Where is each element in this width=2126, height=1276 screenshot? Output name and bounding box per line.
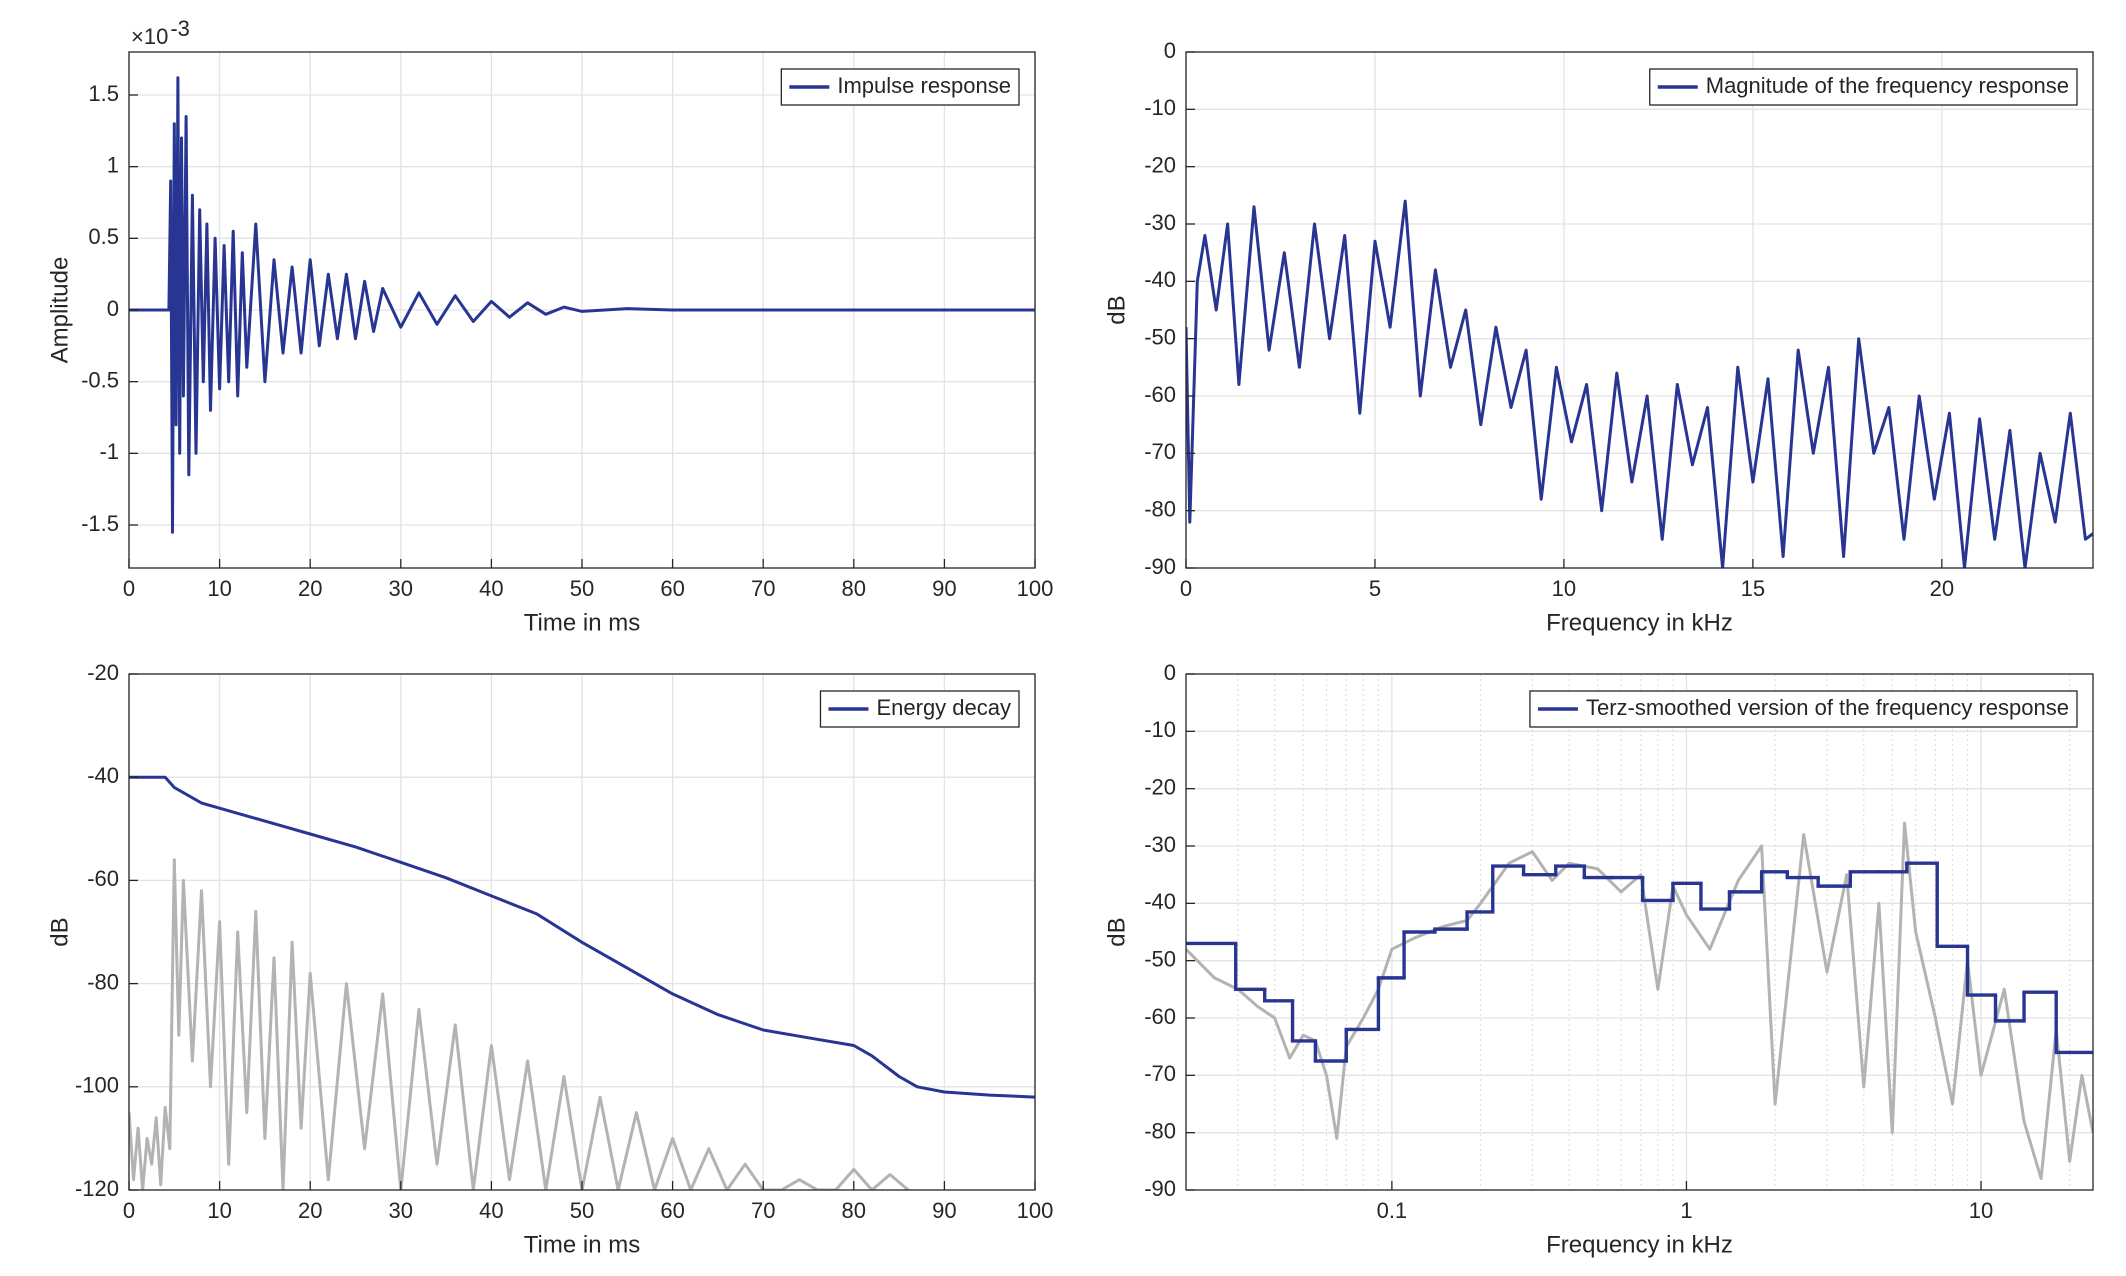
y-tick-label: -20 xyxy=(1144,152,1176,177)
x-tick-label: 10 xyxy=(1969,1198,1993,1223)
y-tick-label: -80 xyxy=(1144,1118,1176,1143)
y-tick-label: -40 xyxy=(1144,889,1176,914)
x-tick-label: 60 xyxy=(660,576,684,601)
x-tick-label: 20 xyxy=(298,576,322,601)
x-tick-label: 100 xyxy=(1017,576,1054,601)
y-tick-label: 0 xyxy=(1164,38,1176,63)
legend-label: Terz-smoothed version of the frequency r… xyxy=(1586,695,2069,720)
axes-frame xyxy=(1185,51,2094,569)
y-tick-label: -0.5 xyxy=(81,367,119,392)
y-tick-label: -70 xyxy=(1144,1061,1176,1086)
y-tick-label: -20 xyxy=(1144,774,1176,799)
y-tick-label: -70 xyxy=(1144,439,1176,464)
y-tick-label: -90 xyxy=(1144,1176,1176,1201)
x-axis-label: Frequency in kHz xyxy=(1546,609,1733,636)
x-axis-label: Time in ms xyxy=(524,1231,640,1258)
x-tick-label: 30 xyxy=(389,1198,413,1223)
legend-label: Magnitude of the frequency response xyxy=(1706,73,2069,98)
x-tick-label: 40 xyxy=(479,1198,503,1223)
x-tick-label: 30 xyxy=(389,576,413,601)
series-line xyxy=(1186,199,2093,568)
y-tick-label: -60 xyxy=(1144,1004,1176,1029)
legend: Magnitude of the frequency response xyxy=(1649,68,2078,106)
legend: Impulse response xyxy=(780,68,1020,106)
y-tick-label: -10 xyxy=(1144,95,1176,120)
x-tick-label: 15 xyxy=(1741,576,1765,601)
y-tick-label: -80 xyxy=(87,969,119,994)
series-line xyxy=(129,858,910,1190)
x-tick-label: 10 xyxy=(207,1198,231,1223)
subplot: 0.1 1 10 -90 -80 -70 -60 -50 -40 -30 -20 -10 0 Freque… xyxy=(1103,660,2094,1258)
x-tick-label: 90 xyxy=(932,1198,956,1223)
x-tick-label: 50 xyxy=(570,576,594,601)
subplot: 0 5 10 15 20 -90 -80 -70 -60 -50 -40 -30 -20 -10 0 Freq… xyxy=(1103,38,2094,636)
y-tick-label: -1 xyxy=(99,439,119,464)
x-tick-label: 0.1 xyxy=(1377,1198,1408,1223)
y-tick-label: -80 xyxy=(1144,496,1176,521)
series-line xyxy=(1186,821,2093,1180)
series-group xyxy=(129,76,1035,534)
y-tick-label: 1.5 xyxy=(88,81,119,106)
subplot: 0 10 20 30 40 50 60 70 80 90 100 -120 -100 -80 -60 -40 -… xyxy=(46,660,1053,1259)
legend: Terz-smoothed version of the frequency r… xyxy=(1529,690,2078,728)
x-axis-label: Frequency in kHz xyxy=(1546,1231,1733,1258)
y-tick-label: -120 xyxy=(75,1176,119,1201)
x-tick-label: 50 xyxy=(570,1198,594,1223)
series-line xyxy=(129,76,1035,534)
y-tick-label: -60 xyxy=(87,866,119,891)
series-group xyxy=(129,775,1035,1190)
y-tick-label: 1 xyxy=(107,152,119,177)
y-tick-label: -10 xyxy=(1144,717,1176,742)
x-axis-label: Time in ms xyxy=(524,609,640,636)
y-tick-label: -50 xyxy=(1144,946,1176,971)
series-group xyxy=(1186,821,2093,1180)
x-tick-label: 10 xyxy=(1552,576,1576,601)
subplot: 0 10 20 30 40 50 60 70 80 90 100 -1.5 -1 -0.5 0 0.5 1 1.5… xyxy=(46,16,1053,637)
x-tick-label: 60 xyxy=(660,1198,684,1223)
series-group xyxy=(1186,199,2093,568)
x-tick-label: 0 xyxy=(123,576,135,601)
legend: Energy decay xyxy=(819,690,1020,728)
x-tick-label: 20 xyxy=(1930,576,1954,601)
legend-label: Energy decay xyxy=(876,695,1011,720)
y-tick-label: -40 xyxy=(1144,267,1176,292)
y-tick-label: -100 xyxy=(75,1073,119,1098)
y-axis-label: Amplitude xyxy=(46,257,73,364)
x-tick-label: 20 xyxy=(298,1198,322,1223)
x-tick-label: 0 xyxy=(123,1198,135,1223)
x-tick-label: 80 xyxy=(842,1198,866,1223)
x-tick-label: 0 xyxy=(1180,576,1192,601)
legend-frame xyxy=(1649,68,2078,106)
x-tick-label: 70 xyxy=(751,576,775,601)
x-tick-label: 100 xyxy=(1017,1198,1054,1223)
y-axis-label: dB xyxy=(1103,917,1130,946)
x-tick-label: 1 xyxy=(1680,1198,1692,1223)
x-tick-label: 10 xyxy=(207,576,231,601)
y-tick-label: 0.5 xyxy=(88,224,119,249)
x-tick-label: 40 xyxy=(479,576,503,601)
y-tick-label: -30 xyxy=(1144,210,1176,235)
y-tick-label: -50 xyxy=(1144,324,1176,349)
legend-frame xyxy=(1529,690,2078,728)
y-tick-label: 0 xyxy=(1164,660,1176,685)
y-tick-label: -60 xyxy=(1144,382,1176,407)
x-tick-label: 90 xyxy=(932,576,956,601)
x-tick-label: 70 xyxy=(751,1198,775,1223)
y-tick-label: -90 xyxy=(1144,554,1176,579)
y-tick-label: 0 xyxy=(107,296,119,321)
y-tick-label: -30 xyxy=(1144,832,1176,857)
y-tick-label: -1.5 xyxy=(81,511,119,536)
x-tick-label: 5 xyxy=(1369,576,1381,601)
series-line xyxy=(129,775,1035,1099)
axis-multiplier: ×10 xyxy=(131,24,168,49)
legend-label: Impulse response xyxy=(837,73,1011,98)
y-axis-label: dB xyxy=(46,917,73,946)
y-axis-label: dB xyxy=(1103,295,1130,324)
y-tick-label: -40 xyxy=(87,763,119,788)
axes-frame xyxy=(1185,673,2094,1191)
x-tick-label: 80 xyxy=(842,576,866,601)
y-tick-label: -20 xyxy=(87,660,119,685)
axis-multiplier-exponent: -3 xyxy=(170,16,190,41)
